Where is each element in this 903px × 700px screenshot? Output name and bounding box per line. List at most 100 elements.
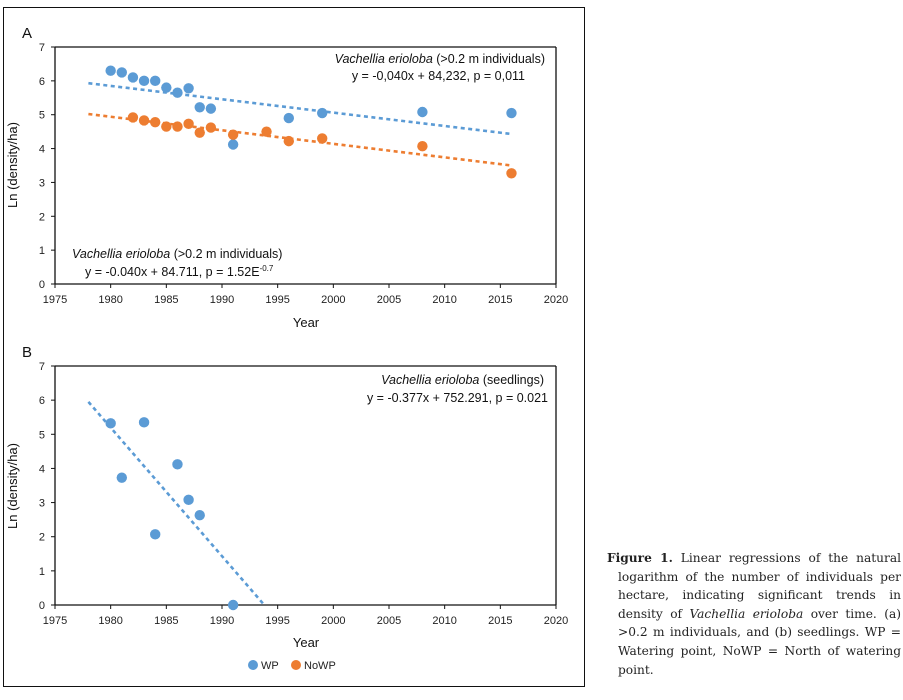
panel-b-y-tick-label: 0 — [39, 600, 45, 612]
panel-a-wp-trendline — [88, 81, 512, 136]
equation-superscript: -0.7 — [260, 264, 274, 273]
legend: WP NoWP — [248, 660, 336, 672]
panel-b-y-axis-label: Ln (density/ha) — [5, 443, 20, 529]
panel-a-annotation-bottom-title: Vachellia erioloba (>0.2 m individuals) — [72, 247, 282, 261]
panel-b-axes: 0 1 2 3 4 5 6 7 1975 1980 1985 1990 1995 2000 2005 2010… — [39, 361, 568, 627]
panel-a-wp-point — [150, 75, 161, 87]
panel-a-marks — [88, 65, 517, 179]
panel-b-wp-point — [172, 459, 183, 470]
panel-b-x-tick-label: 1985 — [154, 615, 178, 627]
panel-a-x-tick-label: 1990 — [210, 294, 234, 306]
panel-a-y-tick-label: 3 — [39, 177, 45, 189]
panel-b-x-tick-label: 1980 — [98, 615, 122, 627]
panel-a-wp-point — [172, 87, 183, 98]
panel-a-x-tick-label: 2020 — [544, 294, 568, 306]
caption-species: Vachellia erioloba — [689, 606, 804, 621]
panel-a: A 0 1 2 3 4 5 6 7 1975 1980 1985 1990 1995 2000 2005 20… — [5, 25, 568, 330]
panel-b-x-tick-label: 2005 — [377, 615, 401, 627]
panel-b-y-tick-label: 6 — [39, 395, 45, 407]
figure-caption: Figure 1. Linear regressions of the natu… — [607, 549, 901, 679]
panel-b-wp-trendline — [87, 400, 266, 606]
panel-b: B 0 1 2 3 4 5 6 7 1975 1980 1985 1990 1995 2000 2005 20… — [5, 344, 568, 650]
panel-b-wp-point — [227, 599, 239, 611]
panel-a-nowp-point — [227, 129, 239, 140]
panel-a-x-axis-label: Year — [293, 315, 320, 330]
panel-b-y-tick-label: 2 — [39, 532, 45, 544]
species-name: Vachellia erioloba — [72, 247, 170, 261]
species-name: Vachellia erioloba — [381, 373, 479, 387]
panel-a-nowp-point — [161, 121, 172, 132]
panel-a-y-tick-label: 2 — [39, 211, 45, 223]
panel-a-wp-point — [161, 82, 172, 93]
panel-b-wp-point — [150, 529, 161, 540]
panel-b-x-tick-label: 2015 — [488, 615, 512, 627]
panel-a-nowp-point — [506, 168, 517, 179]
panel-a-wp-point — [127, 72, 139, 83]
legend-wp-marker — [248, 660, 258, 670]
panel-a-nowp-point — [183, 118, 194, 130]
panel-b-annotation-equation: y = -0.377x + 752.291, p = 0.021 — [367, 391, 548, 405]
panel-a-nowp-point — [417, 141, 428, 152]
panel-b-y-tick-label: 1 — [39, 566, 45, 578]
panel-a-wp-point — [105, 65, 116, 76]
panel-b-label: B — [22, 344, 32, 361]
panel-b-x-tick-label: 1975 — [43, 615, 67, 627]
species-name: Vachellia erioloba — [335, 52, 433, 66]
panel-a-axes: 0 1 2 3 4 5 6 7 1975 1980 1985 1990 1995 2000 2005 2010… — [39, 42, 568, 306]
panel-a-y-tick-label: 7 — [39, 42, 45, 54]
panel-b-x-tick-label: 2010 — [432, 615, 456, 627]
panel-b-wp-point — [183, 494, 194, 506]
caption-label: Figure 1. — [607, 551, 673, 565]
figure-frame — [3, 7, 585, 687]
legend-nowp-label: NoWP — [304, 660, 336, 672]
caption-text-end: over time. (a) >0.2 m individuals, and (… — [618, 606, 901, 677]
panel-a-wp-point — [138, 75, 150, 87]
panel-a-label: A — [22, 25, 32, 42]
panel-a-wp-point — [417, 106, 428, 118]
panel-a-y-axis-label: Ln (density/ha) — [5, 122, 20, 208]
panel-b-wp-point — [138, 417, 150, 428]
panel-a-annotation-bottom-equation: y = -0.040x + 84.711, p = 1.52E-0.7 — [85, 264, 274, 279]
panel-b-x-tick-label: 1995 — [265, 615, 289, 627]
panel-a-y-tick-label: 4 — [39, 144, 45, 156]
panel-a-wp-point — [183, 83, 194, 94]
panel-a-x-tick-label: 1975 — [43, 294, 67, 306]
panel-a-wp-point — [116, 67, 128, 78]
panel-a-wp-point — [317, 107, 328, 119]
panel-a-y-tick-label: 5 — [39, 110, 45, 122]
panel-a-x-tick-label: 1980 — [98, 294, 122, 306]
panel-a-x-tick-label: 1985 — [154, 294, 178, 306]
panel-a-y-tick-label: 6 — [39, 76, 45, 88]
panel-b-marks — [87, 400, 266, 611]
annotation-suffix: (>0.2 m individuals) — [433, 52, 545, 66]
panel-a-nowp-point — [138, 115, 150, 126]
annotation-suffix: (>0.2 m individuals) — [170, 247, 282, 261]
panel-a-nowp-point — [261, 126, 272, 137]
panel-a-x-tick-label: 1995 — [265, 294, 289, 306]
legend-nowp-marker — [291, 660, 301, 670]
panel-a-x-tick-label: 2010 — [432, 294, 456, 306]
panel-a-annotation-top-equation: y = -0,040x + 84,232, p = 0,011 — [352, 69, 525, 83]
equation-text: y = -0.040x + 84.711, p = 1.52E — [85, 265, 260, 279]
panel-b-x-axis-label: Year — [293, 635, 320, 650]
panel-a-y-tick-label: 0 — [39, 279, 45, 291]
annotation-suffix: (seedlings) — [479, 373, 544, 387]
panel-a-x-tick-label: 2015 — [488, 294, 512, 306]
panel-a-nowp-point — [205, 122, 217, 133]
panel-b-y-tick-label: 3 — [39, 498, 45, 510]
panel-a-nowp-point — [194, 127, 205, 138]
panel-a-annotation-top-title: Vachellia erioloba (>0.2 m individuals) — [335, 52, 545, 66]
panel-a-wp-point — [283, 112, 294, 124]
panel-b-y-tick-label: 7 — [39, 361, 45, 373]
panel-b-x-tick-label: 2020 — [544, 615, 568, 627]
panel-a-nowp-point — [317, 133, 328, 144]
panel-b-wp-point — [194, 510, 205, 521]
panel-b-y-tick-label: 4 — [39, 463, 45, 475]
panel-a-x-tick-label: 2005 — [377, 294, 401, 306]
caption-text: Linear regressions of the natural logari… — [618, 551, 901, 621]
panel-a-nowp-point — [150, 116, 161, 128]
panel-a-nowp-point — [127, 112, 139, 123]
panel-a-x-tick-label: 2000 — [321, 294, 345, 306]
panel-b-x-tick-label: 2000 — [321, 615, 345, 627]
